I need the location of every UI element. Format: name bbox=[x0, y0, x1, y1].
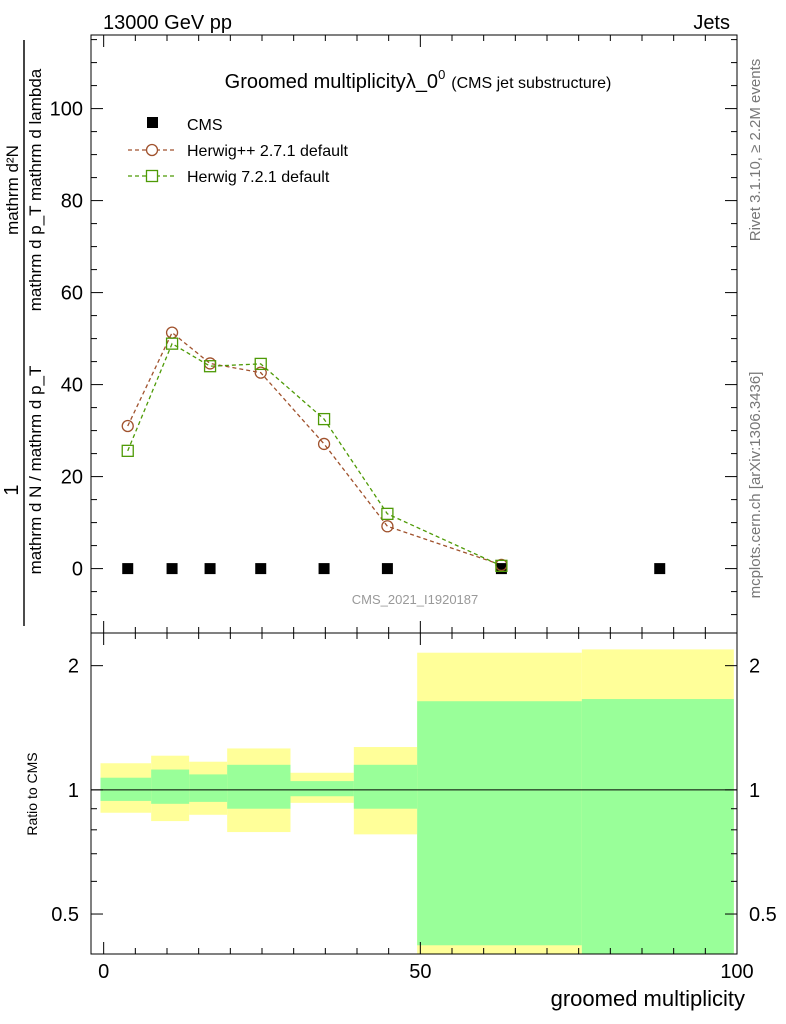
legend-herwigpp-marker bbox=[145, 143, 159, 157]
herwigpp-data-point bbox=[381, 520, 394, 533]
plot-title-note: (CMS jet substructure) bbox=[451, 75, 611, 92]
rivet-version-label: Rivet 3.1.10, ≥ 2.2M events bbox=[747, 59, 764, 242]
ratio-y-axis-label: Ratio to CMS bbox=[24, 752, 40, 835]
herwigpp-data-point bbox=[165, 326, 179, 339]
y-label-inner-denominator: mathrm d p_T mathrm d lambda bbox=[26, 68, 45, 311]
legend-herwig7-label: Herwig 7.2.1 default bbox=[187, 169, 330, 186]
ratio-plot-panel: 0.5 0.5 1 1 2 2 0 50 100 Ratio to CMS groomed mu… bbox=[24, 632, 777, 1011]
plot-title-main: Groomed multiplicity bbox=[225, 71, 406, 93]
plot-title-lambda: λ_0 bbox=[406, 71, 438, 93]
y-label-one: 1 bbox=[1, 484, 23, 495]
ratio-band-green bbox=[353, 764, 418, 809]
cms-data-point bbox=[495, 563, 507, 575]
cms-data-point bbox=[204, 563, 216, 575]
ratio-band-green bbox=[581, 699, 734, 954]
legend-cms-label: CMS bbox=[187, 117, 223, 134]
cms-data-point bbox=[166, 563, 178, 575]
ratio-y-tick-label-right: 1 bbox=[749, 780, 760, 802]
y-label-inner-numerator: mathrm d²N bbox=[3, 145, 22, 235]
ratio-y-tick-label-right: 2 bbox=[749, 656, 760, 678]
plot-title: Groomed multiplicityλ_00 (CMS jet substru… bbox=[225, 67, 612, 93]
mcplots-source-label: mcplots.cern.ch [arXiv:1306.3436] bbox=[747, 372, 764, 599]
ratio-y-tick-label-left: 1 bbox=[68, 780, 79, 802]
x-tick-label: 0 bbox=[98, 961, 109, 983]
herwig7-data-point bbox=[121, 444, 134, 457]
main-plot-panel: CMS_2021_I1920187 0 20 40 60 80 100 Groomed m… bbox=[1, 34, 738, 634]
ratio-plot-frame bbox=[90, 632, 738, 955]
legend-herwig7-marker bbox=[145, 169, 159, 183]
ratio-band-green bbox=[151, 769, 190, 804]
cms-data-point bbox=[255, 563, 267, 575]
herwig7-data-point bbox=[381, 507, 394, 521]
main-y-tick-label: 0 bbox=[72, 559, 83, 581]
main-y-tick-label: 80 bbox=[61, 191, 83, 213]
ratio-y-tick-label-left: 2 bbox=[68, 656, 79, 678]
x-tick-label: 100 bbox=[720, 961, 753, 983]
main-series-layer bbox=[121, 326, 666, 575]
main-y-tick-label: 40 bbox=[61, 375, 83, 397]
series-line-1 bbox=[127, 331, 502, 566]
herwig7-data-point bbox=[254, 357, 267, 371]
herwig7-data-point bbox=[495, 559, 508, 572]
legend: CMS Herwig++ 2.7.1 default Herwig 7.2.1 … bbox=[128, 117, 349, 186]
herwig7-data-point bbox=[317, 412, 331, 426]
analysis-watermark: CMS_2021_I1920187 bbox=[352, 592, 479, 607]
main-y-tick-label: 100 bbox=[50, 99, 83, 121]
legend-cms-marker bbox=[147, 117, 158, 128]
x-tick-label: 50 bbox=[409, 961, 431, 983]
y-label-denominator: mathrm d N / mathrm d p_T bbox=[26, 366, 45, 575]
herwigpp-data-point bbox=[254, 366, 267, 379]
header-process: 13000 GeV pp bbox=[103, 12, 232, 34]
ratio-bands-layer bbox=[100, 649, 734, 954]
main-y-axis-label: 1 mathrm d N / mathrm d p_T mathrm d²N m… bbox=[1, 40, 45, 626]
legend-herwigpp-label: Herwig++ 2.7.1 default bbox=[187, 143, 349, 160]
x-axis-label: groomed multiplicity bbox=[551, 986, 745, 1011]
ratio-band-green bbox=[290, 781, 354, 797]
main-axis-ticks: 0 20 40 60 80 100 bbox=[50, 35, 738, 633]
main-y-tick-label: 20 bbox=[61, 467, 83, 489]
ratio-band-green bbox=[227, 764, 291, 809]
ratio-band-green bbox=[100, 777, 152, 801]
ratio-y-tick-label-right: 0.5 bbox=[749, 904, 777, 926]
ratio-axis-ticks: 0.5 0.5 1 1 2 2 0 50 100 bbox=[51, 633, 777, 983]
cms-data-point bbox=[654, 563, 666, 575]
herwig7-data-point bbox=[165, 337, 179, 350]
cms-data-point bbox=[318, 563, 330, 575]
ratio-band-green bbox=[189, 774, 228, 802]
ratio-band-green bbox=[417, 701, 582, 946]
cms-data-point bbox=[122, 563, 134, 575]
herwig7-data-point bbox=[203, 360, 217, 373]
series-line-2 bbox=[127, 342, 502, 567]
herwigpp-data-point bbox=[317, 437, 331, 451]
ratio-y-tick-label-left: 0.5 bbox=[51, 904, 79, 926]
header-category: Jets bbox=[693, 12, 730, 34]
main-y-tick-label: 60 bbox=[61, 283, 83, 305]
plot-title-superscript: 0 bbox=[438, 67, 445, 82]
cms-data-point bbox=[381, 563, 393, 575]
herwigpp-data-point bbox=[121, 419, 134, 433]
